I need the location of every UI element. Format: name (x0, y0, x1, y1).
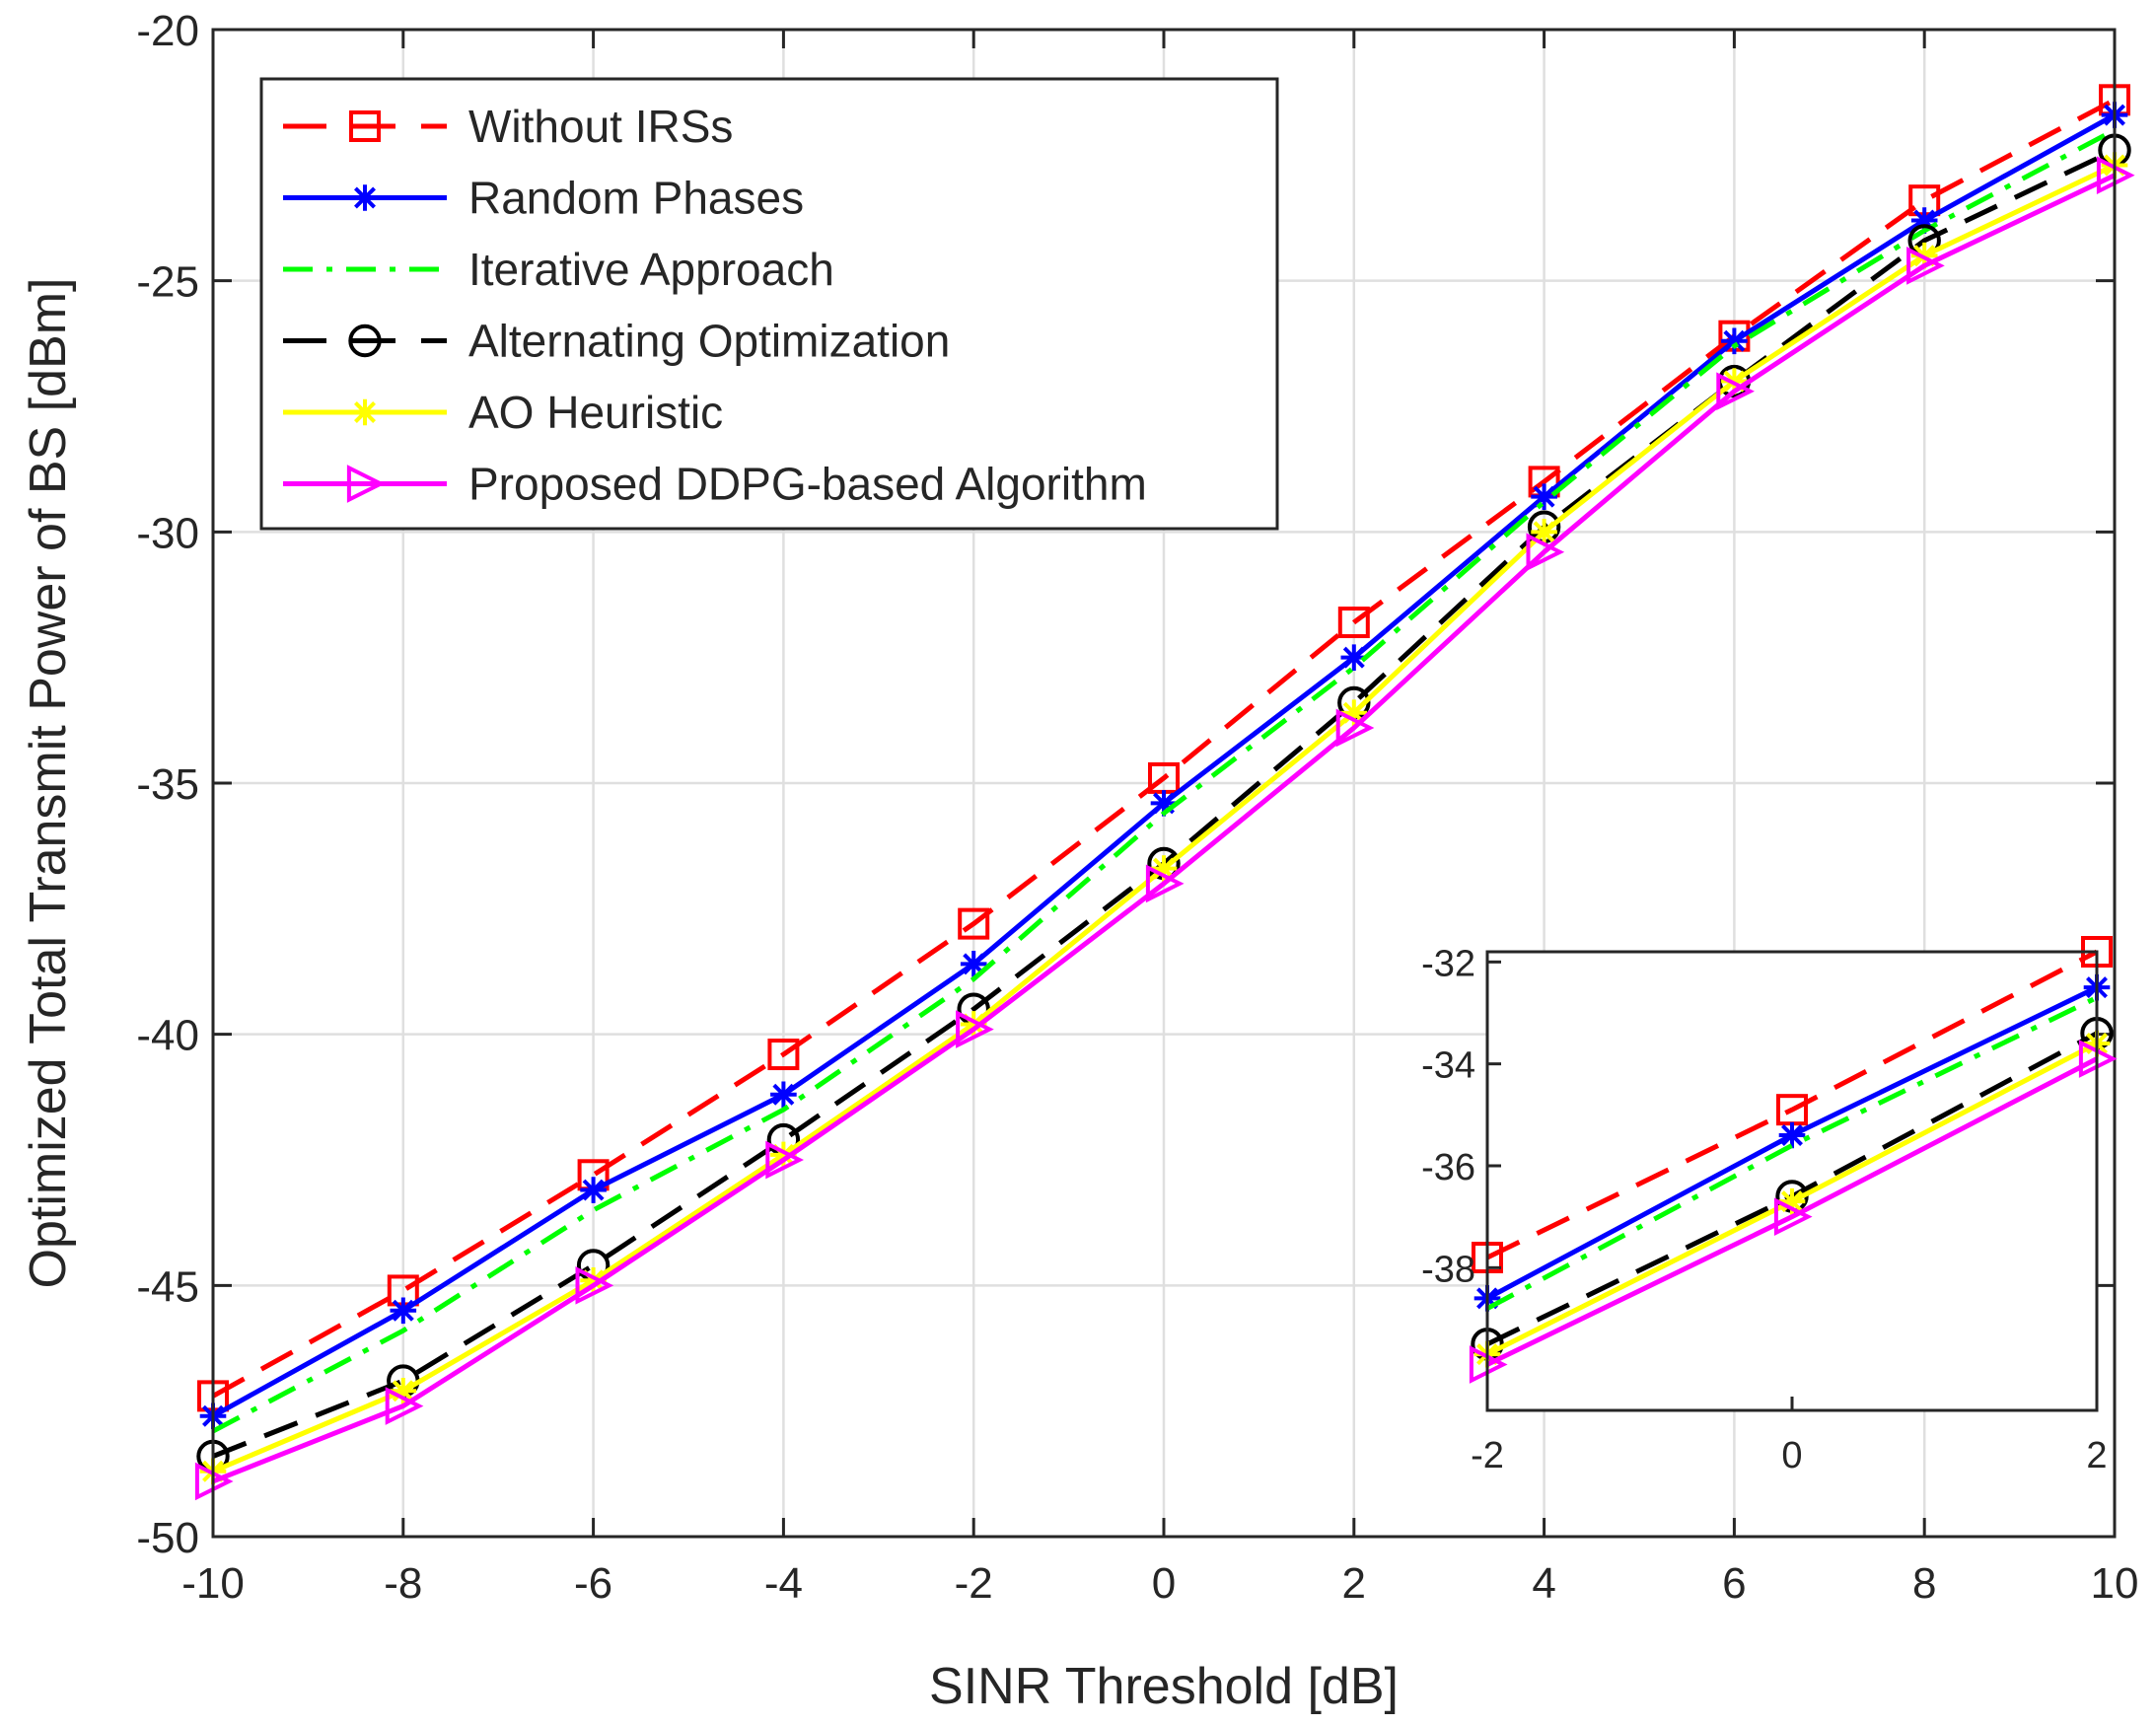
x-tick-label: -6 (574, 1559, 612, 1608)
inset-y-tick-label: -34 (1421, 1045, 1475, 1087)
main-series-proposed-ddpg-based-algorithm-marker-7 (1526, 533, 1565, 572)
main-series-ao-heuristic-marker-5 (1150, 855, 1178, 882)
main-series-proposed-ddpg-based-algorithm-marker-2 (575, 1265, 614, 1305)
inset-series-proposed-ddpg-based-algorithm-marker-1 (1773, 1197, 1813, 1237)
x-tick-label: -4 (764, 1559, 803, 1608)
legend-entry-alternating-optimization-marker-0 (348, 324, 382, 358)
x-tick-label: 6 (1722, 1559, 1746, 1608)
main-series-ao-heuristic-marker-4 (960, 1011, 987, 1038)
inset-x-tick-label: 0 (1781, 1435, 1802, 1476)
y-tick-label: -35 (136, 760, 199, 809)
main-series-random-phases-marker-8 (1721, 327, 1748, 355)
legend-entry-alternating-optimization: Alternating Optimization (283, 316, 950, 367)
legend-label: AO Heuristic (468, 387, 723, 438)
main-series-proposed-ddpg-based-algorithm-marker-5 (1145, 864, 1185, 903)
inset-y-tick-label: -38 (1421, 1249, 1475, 1290)
inset-y-tick-label: -36 (1421, 1147, 1475, 1188)
main-series-without-irss-marker-6 (1337, 607, 1370, 639)
x-tick-label: 8 (1912, 1559, 1936, 1608)
legend-entry-iterative-approach: Iterative Approach (283, 244, 834, 295)
legend-entry-random-phases: Random Phases (283, 173, 804, 224)
legend-entry-without-irss: Without IRSs (283, 101, 733, 152)
main-series-ao-heuristic-marker-1 (390, 1377, 417, 1404)
main-series-random-phases-marker-5 (1150, 790, 1178, 817)
y-tick-label: -45 (136, 1262, 199, 1311)
inset-series-proposed-ddpg-based-algorithm-line (1485, 1056, 2099, 1367)
legend-entry-ao-heuristic: AO Heuristic (283, 387, 723, 438)
x-axis-label: SINR Threshold [dB] (929, 1658, 1399, 1715)
legend-label: Proposed DDPG-based Algorithm (468, 459, 1147, 510)
main-series-proposed-ddpg-based-algorithm-marker-6 (1335, 708, 1375, 748)
legend-label: Alternating Optimization (468, 316, 950, 367)
x-tick-label: 2 (1342, 1559, 1366, 1608)
main-series-ao-heuristic-marker-6 (1340, 699, 1368, 726)
legend-label: Random Phases (468, 173, 804, 224)
y-tick-label: -20 (136, 7, 199, 55)
inset-series-ao-heuristic-marker-1 (1778, 1187, 1806, 1215)
main-series-random-phases-marker-3 (770, 1081, 797, 1109)
legend-entry-ao-heuristic-marker-0 (351, 398, 379, 426)
legend-label: Without IRSs (468, 101, 733, 152)
main-series-without-irss-marker-4 (958, 907, 990, 940)
main-series-proposed-ddpg-based-algorithm-line (212, 173, 2117, 1484)
main-series-ao-heuristic-marker-3 (770, 1141, 797, 1169)
x-tick-label: 10 (2091, 1559, 2139, 1608)
main-axis-ticks: -10 -8 -6 -4 -2 0 2 4 6 8 10-50-45-40-35-30-25-20 (136, 7, 2138, 1608)
main-series-random-phases-marker-1 (390, 1297, 417, 1325)
inset-zoom-plot: -2 0 2 -38 -36 -34 -32 (1421, 936, 2118, 1476)
legend-entry-proposed-ddpg-based-algorithm-marker-0 (346, 465, 386, 503)
y-tick-label: -30 (136, 509, 199, 557)
x-tick-label: 0 (1152, 1559, 1176, 1608)
main-series-proposed-ddpg-based-algorithm-marker-3 (765, 1140, 804, 1180)
main-series-proposed-ddpg-based-algorithm-marker-1 (385, 1387, 424, 1425)
y-tick-label: -40 (136, 1012, 199, 1060)
main-series-random-phases-marker-6 (1340, 644, 1368, 671)
main-series-random-phases-marker-2 (580, 1177, 607, 1203)
x-tick-label: -2 (955, 1559, 993, 1608)
main-series-iterative-approach (211, 127, 2117, 1434)
main-series-proposed-ddpg-based-algorithm-marker-9 (1906, 247, 1945, 285)
main-series-without-irss-line (211, 98, 2117, 1399)
y-tick-label: -50 (136, 1514, 199, 1562)
main-series-ao-heuristic-marker-2 (580, 1266, 607, 1294)
y-axis-label: Optimized Total Transmit Power of BS [dB… (20, 278, 77, 1289)
legend-box (259, 77, 1279, 531)
inset-series-iterative-approach (1485, 995, 2099, 1311)
legend-entry-proposed-ddpg-based-algorithm: Proposed DDPG-based Algorithm (283, 459, 1147, 510)
x-tick-label: -8 (384, 1559, 422, 1608)
x-tick-label: 4 (1532, 1559, 1555, 1608)
legend: Without IRSs Random Phases Iterative Appro… (259, 77, 1279, 531)
main-series-random-phases-marker-9 (1910, 207, 1938, 234)
main-series-proposed-ddpg-based-algorithm-marker-8 (1716, 372, 1755, 411)
main-series-iterative-approach-line (211, 127, 2117, 1434)
inset-y-tick-label: -32 (1421, 943, 1475, 984)
main-series-without-irss-marker-3 (767, 1039, 800, 1071)
legend-entry-without-irss-marker-0 (349, 110, 381, 142)
inset-x-tick-label: -2 (1471, 1435, 1504, 1476)
inset-x-tick-label: 2 (2086, 1435, 2107, 1476)
x-tick-label: -10 (181, 1559, 245, 1608)
inset-series-without-irss-line (1485, 949, 2099, 1260)
main-series-ao-heuristic-marker-7 (1531, 519, 1557, 545)
main-series-random-phases-marker-4 (960, 951, 987, 977)
inset-series-random-phases-marker-1 (1778, 1121, 1806, 1149)
y-tick-label: -25 (136, 258, 199, 307)
legend-entry-random-phases-marker-0 (351, 184, 379, 211)
main-series-proposed-ddpg-based-algorithm-marker-4 (956, 1010, 994, 1048)
inset-series-iterative-approach-line (1485, 995, 2099, 1311)
legend-label: Iterative Approach (468, 244, 834, 295)
main-series-random-phases-marker-7 (1531, 483, 1557, 510)
